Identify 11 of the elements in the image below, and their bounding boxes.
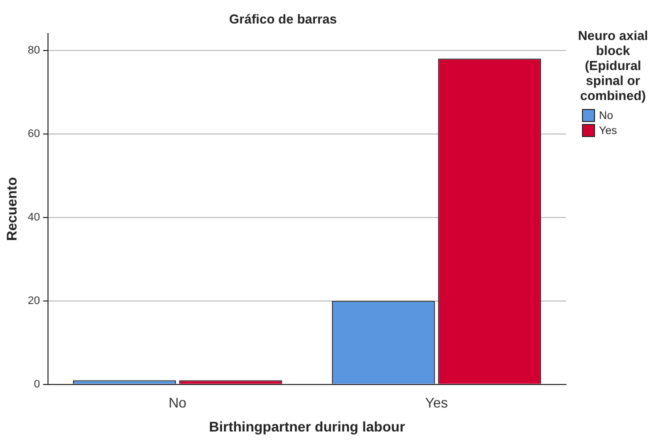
y-tick-label: 60 — [28, 128, 40, 140]
y-tick-label: 0 — [34, 378, 40, 390]
legend-title: Neuro axial block (Epidural spinal or combined) — [576, 28, 650, 103]
y-tick-label: 20 — [28, 294, 40, 307]
legend-label: Yes — [599, 124, 617, 136]
chart-title: Gráfico de barras — [229, 11, 337, 26]
legend-label: No — [599, 110, 614, 122]
x-axis-title: Birthingpartner during labour — [209, 418, 406, 434]
y-tick-label: 40 — [28, 211, 40, 224]
y-axis-title: Recuento — [3, 177, 20, 241]
y-tick-label: 80 — [28, 44, 40, 56]
